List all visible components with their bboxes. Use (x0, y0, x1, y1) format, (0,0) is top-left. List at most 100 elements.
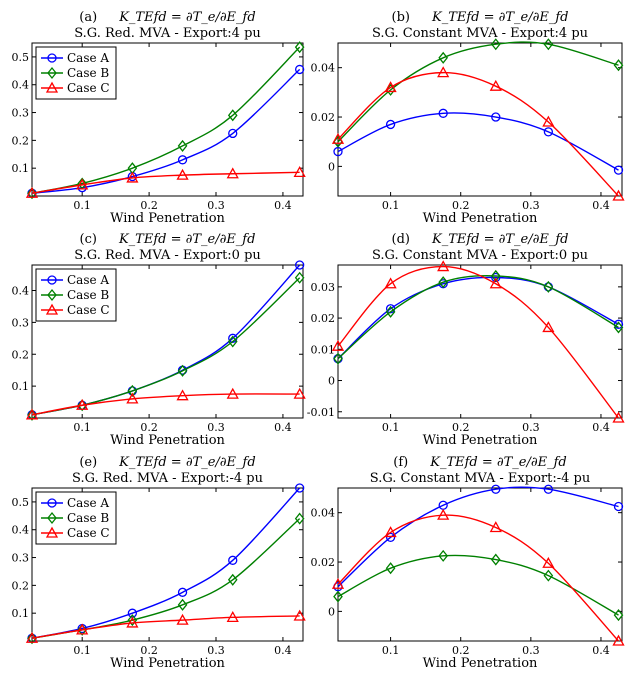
legend-label: Case B (67, 288, 109, 302)
x-axis-label: Wind Penetration (423, 433, 538, 448)
panel-title-line2: S.G. Red. MVA - Export:0 pu (74, 248, 261, 263)
y-tick-label: 0.4 (12, 524, 30, 537)
x-tick-label: 0.3 (522, 421, 540, 434)
data-point (385, 532, 396, 543)
data-point (227, 573, 238, 586)
data-point (385, 305, 396, 318)
y-tick-label: 0 (328, 605, 335, 618)
panel-title-line1: (d) K_TEfd = ∂T_e/∂E_fd (392, 232, 569, 247)
legend-marker (47, 511, 57, 525)
data-point (612, 189, 625, 201)
panel-title-line1: (b) K_TEfd = ∂T_e/∂E_fd (392, 10, 569, 25)
series-case-b (333, 38, 624, 148)
legend-label: Case B (67, 66, 109, 80)
data-point (491, 112, 501, 122)
series-line (337, 514, 620, 642)
data-point (177, 587, 188, 597)
legend-marker (45, 526, 59, 538)
data-point (294, 512, 305, 525)
data-point (612, 411, 625, 423)
data-point (543, 484, 554, 494)
x-tick-label: 0.4 (592, 644, 610, 657)
data-point (490, 269, 501, 282)
plot-area (31, 487, 304, 642)
data-point (226, 167, 239, 179)
panel-title-line2: S.G. Red. MVA - Export:4 pu (74, 26, 261, 41)
series-case-b (333, 269, 624, 365)
data-point (25, 631, 39, 643)
x-tick-label: 0.3 (207, 199, 225, 212)
series-case-b (333, 549, 624, 622)
data-point (176, 613, 189, 625)
x-tick-label: 0.2 (140, 199, 158, 212)
legend-marker (45, 81, 59, 93)
data-point (613, 321, 624, 334)
data-point (176, 168, 189, 180)
chart-panel-a: (a) K_TEfd = ∂T_e/∂E_fdS.G. Red. MVA - Ex… (12, 10, 306, 226)
series-line (31, 615, 300, 639)
series-line (31, 68, 301, 194)
data-point (295, 64, 305, 75)
chart-panel-b: (b) K_TEfd = ∂T_e/∂E_fdS.G. Constant MVA … (311, 10, 625, 226)
x-tick-label: 0.1 (73, 421, 91, 434)
series-case-c (25, 166, 306, 198)
y-tick-label: 0.3 (12, 316, 30, 329)
data-point (437, 66, 450, 78)
data-point (77, 399, 88, 412)
data-point (76, 623, 89, 635)
data-point (293, 166, 306, 178)
data-point (489, 521, 502, 533)
data-point (126, 616, 139, 628)
x-tick-label: 0.2 (452, 421, 470, 434)
data-point (437, 260, 450, 272)
legend-label: Case B (67, 511, 109, 525)
y-tick-label: 0 (328, 375, 335, 388)
panel-formula: K_TEfd = ∂T_e/∂E_fd (429, 455, 566, 470)
y-tick-label: -0.01 (307, 406, 335, 419)
y-tick-label: 0.03 (311, 281, 336, 294)
x-tick-label: 0.1 (382, 421, 400, 434)
panel-title-line2: S.G. Constant MVA - Export:-4 pu (370, 471, 590, 486)
series-line (337, 554, 619, 616)
panel-label: (a) (79, 10, 97, 25)
y-tick-label: 0.01 (311, 343, 336, 356)
series-line (31, 171, 300, 194)
data-point (27, 632, 37, 645)
data-point (76, 178, 89, 190)
y-tick-label: 0.04 (311, 62, 336, 75)
data-point (613, 165, 624, 175)
data-point (331, 132, 345, 144)
series-line (337, 71, 620, 197)
data-point (543, 38, 554, 51)
legend-label: Case A (67, 51, 109, 65)
data-point (331, 339, 345, 351)
data-point (126, 392, 139, 404)
data-point (613, 59, 624, 72)
data-point (438, 276, 449, 289)
plot-area (31, 264, 304, 419)
x-tick-label: 0.4 (274, 421, 292, 434)
x-tick-label: 0.3 (522, 199, 540, 212)
x-axis-label: Wind Penetration (110, 211, 225, 226)
legend-entry: Case C (41, 526, 110, 540)
data-point (227, 335, 238, 348)
data-point (228, 128, 238, 139)
data-point (127, 614, 138, 627)
data-point (126, 171, 139, 183)
x-tick-label: 0.1 (382, 644, 400, 657)
chart-panel-e: (e) K_TEfd = ∂T_e/∂E_fdS.G. Red. MVA - Ex… (12, 455, 306, 671)
data-point (543, 127, 554, 137)
y-tick-label: 0.1 (12, 162, 30, 175)
x-axis-label: Wind Penetration (423, 656, 538, 671)
plot-area (31, 42, 304, 197)
data-point (542, 556, 555, 568)
legend-entry: Case C (41, 81, 110, 95)
y-tick-label: 0.02 (311, 111, 336, 124)
y-tick-label: 0.3 (12, 552, 30, 565)
data-point (613, 501, 624, 512)
data-point (331, 577, 345, 589)
y-tick-label: 0.1 (12, 607, 30, 620)
legend-marker (47, 53, 57, 63)
